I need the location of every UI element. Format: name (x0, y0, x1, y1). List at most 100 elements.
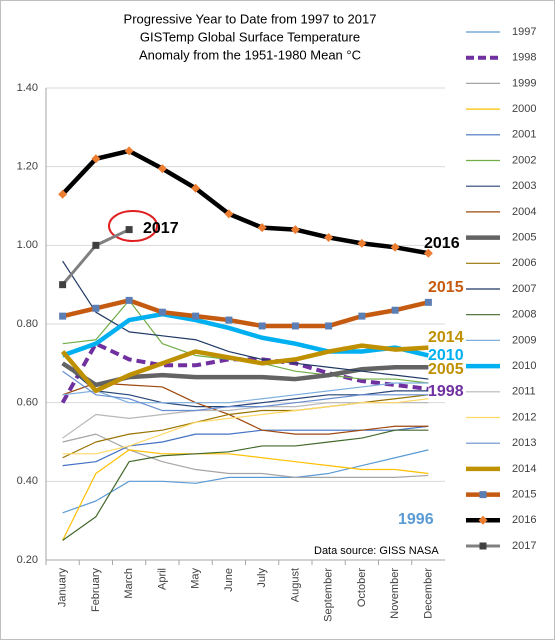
legend-label: 2014 (512, 463, 536, 475)
chart-title: Progressive Year to Date from 1997 to 20… (124, 11, 377, 26)
legend-label: 2015 (512, 489, 536, 501)
point-marker (59, 281, 67, 289)
x-tick-label: September (323, 568, 335, 622)
annotation: 2017 (143, 220, 179, 237)
highlight-circle (108, 210, 158, 242)
point-marker (424, 298, 432, 306)
series-line (62, 394, 429, 459)
point-marker (224, 209, 234, 219)
legend-label: 2013 (512, 437, 536, 449)
point-marker (157, 164, 167, 174)
legend-label: 2016 (512, 514, 536, 526)
x-tick-label: December (422, 568, 434, 619)
legend-label: 2004 (512, 206, 536, 218)
point-marker (358, 312, 366, 320)
x-tick-label: March (123, 568, 135, 599)
y-tick-label: 1.00 (17, 239, 38, 251)
x-tick-label: October (356, 568, 368, 607)
legend-label: 2011 (512, 386, 536, 398)
point-marker (92, 304, 100, 312)
annotation: 1998 (428, 383, 464, 400)
x-tick-label: July (256, 568, 268, 588)
x-tick-label: January (57, 568, 69, 608)
annotation: 2015 (428, 279, 464, 296)
legend-label: 2005 (512, 232, 536, 244)
chart-title: GISTemp Global Surface Temperature (140, 29, 360, 44)
series-line (60, 341, 429, 404)
series-line (62, 449, 429, 514)
series-line (60, 343, 429, 394)
point-marker (125, 296, 133, 304)
annotation: 2016 (424, 235, 460, 252)
point-marker (357, 238, 367, 248)
x-tick-label: April (156, 568, 168, 590)
legend-label: 1999 (512, 77, 536, 89)
point-marker (291, 322, 299, 330)
legend-label: 2017 (512, 540, 536, 552)
point-marker (391, 306, 399, 314)
series-line (61, 311, 429, 358)
point-marker (191, 183, 201, 193)
point-marker (58, 189, 68, 199)
series-line (62, 382, 429, 404)
series-line (62, 362, 429, 408)
series-line (62, 429, 429, 541)
legend-label: 2001 (512, 129, 536, 141)
y-tick-label: 1.40 (17, 82, 38, 94)
point-marker (290, 225, 300, 235)
legend-label: 2007 (512, 283, 536, 295)
x-tick-label: November (389, 568, 401, 619)
point-marker (325, 322, 333, 330)
legend-label: 2006 (512, 257, 536, 269)
legend-label: 2008 (512, 309, 536, 321)
x-tick-label: June (223, 568, 235, 592)
legend-label: 2002 (512, 154, 536, 166)
series-line (62, 425, 429, 467)
point-marker (192, 312, 200, 320)
legend-marker (478, 515, 488, 525)
chart-title: Anomaly from the 1951-1980 Mean °C (139, 47, 361, 62)
y-tick-label: 1.20 (17, 161, 38, 173)
point-marker (390, 242, 400, 252)
series-line (60, 148, 429, 256)
y-tick-label: 0.40 (17, 475, 38, 487)
legend-marker (479, 542, 487, 550)
x-tick-label: February (90, 568, 102, 613)
point-marker (225, 316, 233, 324)
series-line (62, 260, 429, 380)
point-marker (59, 312, 67, 320)
point-marker (158, 308, 166, 316)
series-line (62, 298, 429, 329)
legend-label: 2000 (512, 103, 536, 115)
annotation: Data source: GISS NASA (314, 545, 439, 557)
legend-label: 2003 (512, 180, 536, 192)
annotation: 2010 (428, 347, 464, 364)
y-tick-label: 0.60 (17, 397, 38, 409)
point-marker (324, 232, 334, 242)
series-line (62, 398, 429, 455)
point-marker (92, 241, 100, 249)
point-marker (423, 248, 433, 258)
legend-label: 2012 (512, 411, 536, 423)
series-line (62, 449, 429, 541)
point-marker (125, 226, 133, 234)
annotation: 1996 (398, 511, 434, 528)
y-tick-label: 0.20 (17, 554, 38, 566)
legend-label: 1998 (512, 52, 536, 64)
annotation: 2014 (428, 329, 464, 346)
y-tick-label: 0.80 (17, 318, 38, 330)
series-line (62, 382, 429, 435)
point-marker (258, 322, 266, 330)
annotation: 2005 (428, 361, 464, 378)
point-marker (257, 223, 267, 233)
legend-label: 2009 (512, 334, 536, 346)
legend-label: 2010 (512, 360, 536, 372)
x-tick-label: August (289, 568, 301, 602)
x-tick-label: May (190, 568, 202, 589)
legend-marker (479, 491, 487, 499)
series-line (62, 370, 429, 412)
point-marker (124, 146, 134, 156)
point-marker (91, 154, 101, 164)
